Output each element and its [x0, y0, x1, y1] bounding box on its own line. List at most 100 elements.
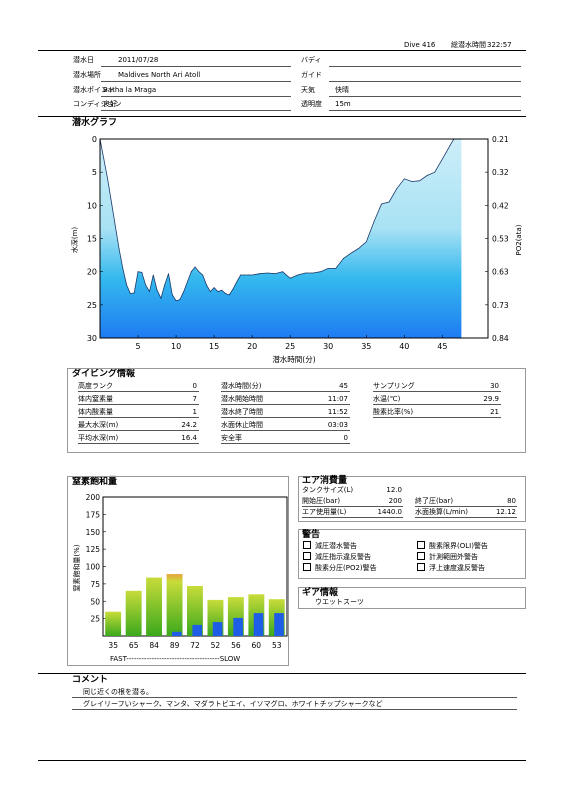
dive-info-title: ダイビング情報	[72, 369, 136, 379]
depth-sample-point	[259, 273, 261, 275]
header-rule	[38, 50, 526, 51]
y-tick-label: 30	[87, 334, 97, 343]
depth-sample-point	[171, 294, 173, 296]
depth-sample-point	[130, 293, 131, 294]
depth-sample-point	[206, 284, 207, 286]
surface-rate-value: 12.12	[495, 508, 516, 516]
warning-label: 計測範囲外警告	[429, 553, 478, 561]
depth-sample-point	[232, 288, 234, 290]
y2-tick-label: 0.21	[492, 135, 509, 144]
depth-sample-point	[343, 258, 344, 259]
start-pressure-value: 200	[388, 497, 402, 505]
dive-info-value: 45	[339, 382, 348, 390]
place-value: Maldives North Ari Atoll	[118, 71, 201, 79]
depth-sample-point	[274, 273, 276, 275]
nitrogen-category-label: 72	[190, 641, 200, 650]
depth-sample-point	[111, 201, 112, 203]
depth-sample-point	[122, 268, 124, 269]
nitrogen-y-tick: 25	[90, 615, 100, 624]
depth-sample-point	[240, 274, 242, 276]
dive-number: Dive 416	[404, 41, 436, 49]
warning-label: 浮上速度違反警告	[429, 564, 485, 572]
dive-info-value: 7	[192, 395, 197, 403]
depth-sample-point	[217, 291, 219, 292]
y-tick-label: 20	[87, 268, 97, 277]
depth-sample-point	[190, 271, 192, 273]
dive-info-label: 潜水開始時間	[221, 395, 263, 403]
nitrogen-box	[67, 476, 289, 666]
warning-title: 警告	[302, 530, 321, 540]
depth-sample-point	[209, 291, 211, 292]
air-used-label: エア使用量(L)	[302, 508, 347, 516]
nitrogen-y-tick: 75	[90, 580, 100, 589]
depth-sample-point	[175, 300, 177, 302]
depth-sample-point	[213, 287, 215, 288]
dive-info-label: 潜水終了時間	[221, 408, 263, 416]
surface-rate-label: 水面換算(L/min)	[415, 508, 468, 516]
y-tick-label: 25	[87, 301, 97, 310]
depth-sample-point	[411, 181, 413, 182]
depth-sample-point	[103, 158, 105, 160]
dive-info-label: 水面休止時間	[221, 421, 263, 429]
dive-info-label: 平均水深(m)	[78, 434, 119, 442]
warning-label: 酸素分圧(PO2)警告	[315, 564, 377, 572]
depth-sample-point	[426, 175, 428, 176]
depth-sample-point	[335, 268, 337, 269]
dive-info-value: 16.4	[181, 434, 197, 442]
depth-sample-point	[156, 289, 158, 291]
depth-sample-point	[145, 284, 147, 286]
nitrogen-blue-bar	[274, 613, 284, 636]
depth-sample-point	[160, 297, 162, 299]
warning-label: 減圧指示違反警告	[315, 553, 371, 561]
y-tick-label: 10	[87, 201, 97, 210]
depth-sample-point	[118, 248, 120, 249]
nitrogen-category-label: 84	[149, 641, 159, 650]
buddy-label: バディ	[301, 56, 322, 64]
nitrogen-category-label: 89	[170, 641, 180, 650]
warning-label: 酸素限界(OLI)警告	[429, 542, 488, 550]
warning-item: 酸素分圧(PO2)警告	[303, 563, 377, 573]
depth-sample-point	[445, 151, 447, 153]
depth-sample-point	[381, 203, 382, 205]
gear-box	[298, 587, 526, 609]
dive-info-label: 体内窒素量	[78, 395, 113, 403]
depth-sample-point	[248, 274, 249, 276]
depth-sample-point	[403, 178, 405, 180]
nitrogen-bar	[146, 577, 162, 636]
depth-sample-point	[327, 268, 329, 269]
depth-sample-point	[225, 293, 226, 294]
dive-info-label: 高度ランク	[78, 382, 113, 390]
weather-label: 天気	[301, 86, 315, 94]
point-label: 潜水ポイント	[73, 86, 115, 94]
warning-item: 計測範囲外警告	[417, 552, 478, 562]
dive-info-label: サンプリング	[373, 382, 415, 390]
dive-info-value: 11:52	[327, 408, 348, 416]
total-dive-time-label: 総潜水時間	[451, 41, 486, 49]
x-tick-label: 30	[323, 342, 333, 351]
warning-item: 減圧指示違反警告	[303, 552, 371, 562]
end-pressure-value: 80	[507, 497, 516, 505]
gear-title: ギア情報	[302, 588, 339, 598]
nitrogen-bar	[105, 611, 122, 636]
end-pressure-label: 終了圧(bar)	[415, 497, 454, 505]
nitrogen-blue-bar	[233, 617, 243, 636]
x-tick-label: 25	[285, 342, 295, 351]
x-tick-label: 35	[361, 342, 371, 351]
nitrogen-bar	[166, 574, 183, 636]
depth-sample-point	[141, 271, 143, 273]
depth-sample-point	[282, 271, 283, 273]
depth-sample-point	[187, 281, 188, 282]
depth-sample-point	[297, 274, 299, 276]
comment-line-2: グレイリーフいシャーク、マンタ、マダラトビエイ、イソマグロ、ホワイトチップシャー…	[83, 700, 383, 708]
checkbox-icon	[303, 552, 311, 560]
date-label: 潜水日	[73, 56, 94, 64]
air-title: エア消費量	[302, 476, 348, 486]
depth-sample-point	[179, 299, 181, 300]
warning-label: 減圧潜水警告	[315, 542, 357, 550]
x-tick-label: 15	[209, 342, 219, 351]
depth-sample-point	[133, 292, 135, 294]
depth-sample-point	[164, 284, 166, 286]
y-tick-label: 5	[92, 168, 97, 177]
nitrogen-blue-bar	[212, 622, 223, 636]
nitrogen-category-label: 65	[129, 641, 139, 650]
